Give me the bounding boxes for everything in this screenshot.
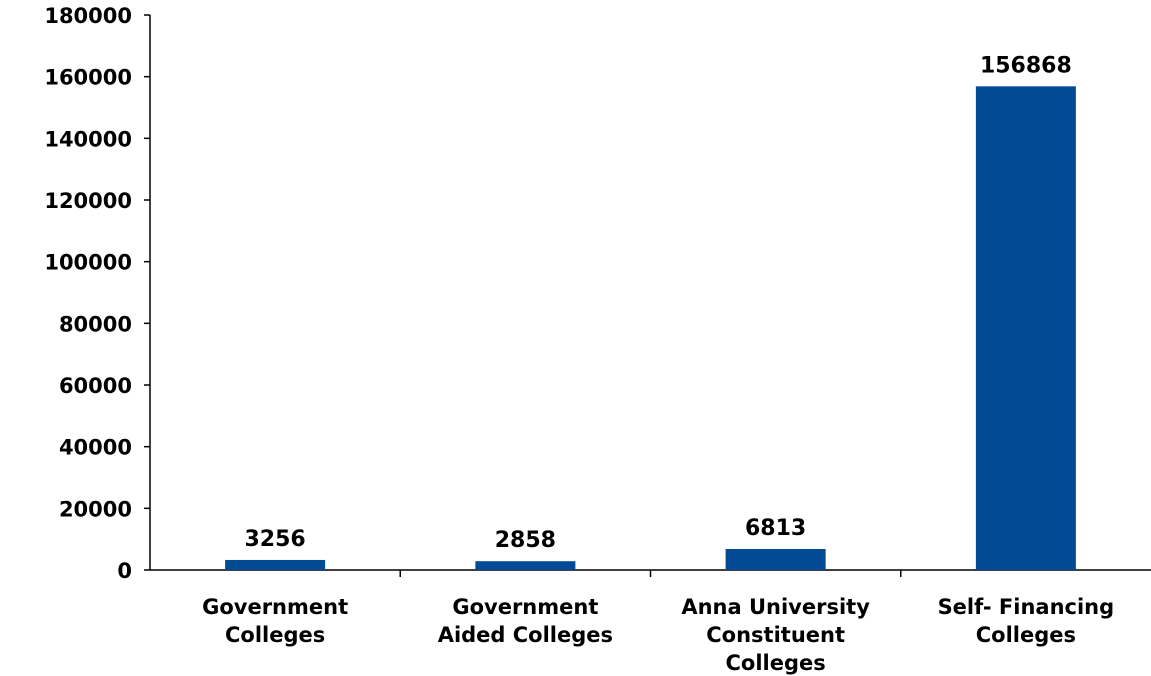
category-label: Anna University [681,595,870,619]
y-tick-label: 20000 [59,497,132,521]
category-label: Aided Colleges [438,623,613,647]
category-label: Government [202,595,348,619]
bar [725,548,826,570]
category-label: Government [452,595,598,619]
y-tick-label: 40000 [59,436,132,460]
y-tick-label: 100000 [44,251,132,275]
category-labels: Government Colleges Government Aided Colleg… [202,595,1114,675]
data-label: 6813 [745,516,806,541]
data-labels: 3256 2858 6813 156868 [245,53,1072,553]
bar [975,86,1076,570]
data-label: 3256 [245,527,306,552]
y-tick-label: 160000 [44,66,132,90]
data-label: 156868 [980,53,1072,78]
y-tick-label: 60000 [59,374,132,398]
y-tick-label: 80000 [59,312,132,336]
x-axis [150,569,1151,577]
bars [225,86,1076,570]
category-label: Colleges [976,623,1076,647]
y-tick-label: 0 [117,559,132,583]
y-axis: 0 20000 40000 60000 80000 100000 120000 140000 1… [44,4,151,583]
bar [225,559,326,570]
y-tick-label: 120000 [44,189,132,213]
y-tick-label: 180000 [44,4,132,28]
category-label: Constituent [706,623,845,647]
y-tick-label: 140000 [44,127,132,151]
category-label: Self- Financing [938,595,1115,619]
category-label: Colleges [225,623,325,647]
data-label: 2858 [495,528,556,553]
category-label: Colleges [725,651,825,675]
bar [475,561,576,570]
